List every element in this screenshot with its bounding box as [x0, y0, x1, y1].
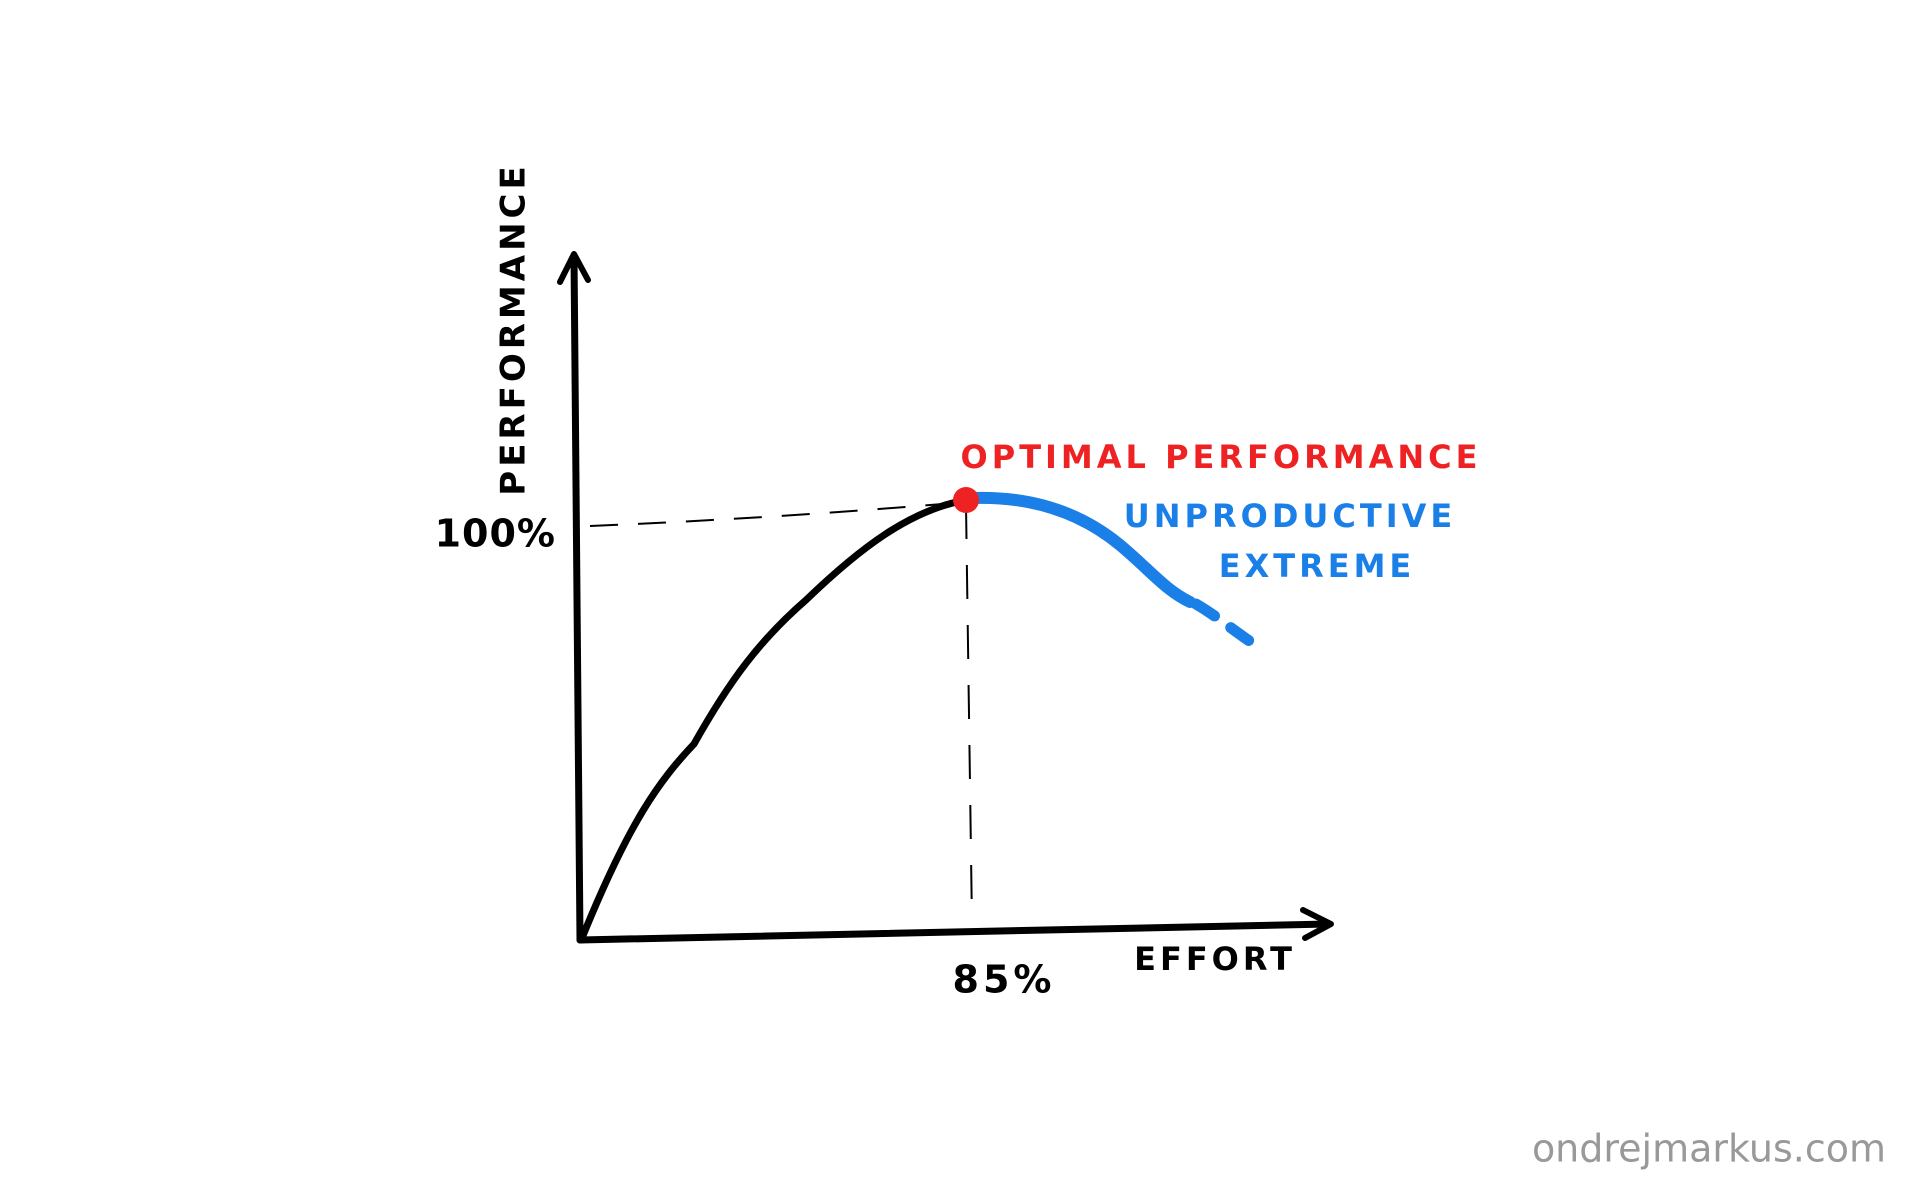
guide-vertical	[965, 504, 973, 925]
performance-curve	[578, 496, 970, 942]
x-marker-label: 85%	[953, 958, 1056, 1002]
y-axis-arrow	[557, 251, 591, 285]
decline-label: UNPRODUCTIVE	[1124, 497, 1456, 535]
y-marker-label: 100%	[435, 512, 556, 556]
decline-label: EXTREME	[1219, 547, 1416, 585]
x-axis-arrow	[1300, 907, 1334, 941]
guide-horizontal	[589, 501, 967, 527]
watermark: ondrejmarkus.com	[1532, 1127, 1886, 1171]
decline-curve-dashed	[1190, 598, 1265, 653]
peak-point	[953, 487, 979, 513]
y-axis-label: PERFORMANCE	[494, 162, 534, 495]
x-axis-label: EFFORT	[1134, 940, 1296, 978]
peak-label: OPTIMAL PERFORMANCE	[961, 438, 1482, 476]
y-axis	[570, 252, 584, 944]
x-axis	[576, 920, 1333, 944]
decline-curve	[966, 491, 1196, 608]
